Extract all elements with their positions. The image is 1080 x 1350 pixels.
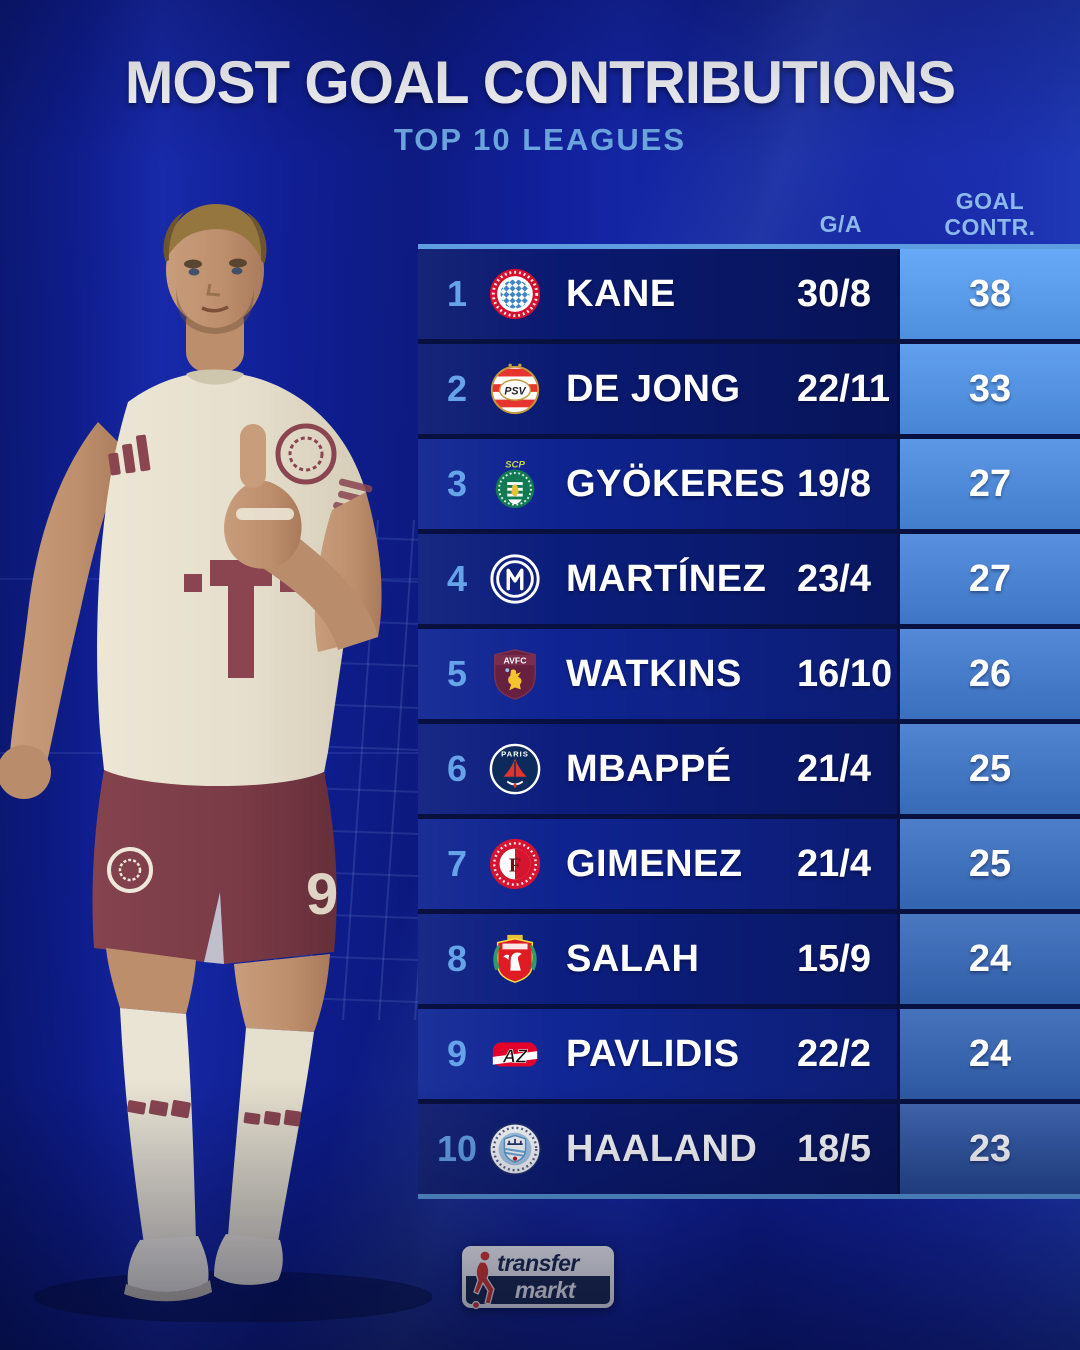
- feyenoord-badge: F: [486, 837, 544, 891]
- logo-word-transfer: transfer: [497, 1249, 579, 1276]
- rank-label: 2: [446, 368, 468, 409]
- player-name: HAALAND: [566, 1127, 758, 1170]
- ga-value: 22/11: [797, 367, 890, 410]
- table-row: 8 SALAH 15/9: [418, 914, 1080, 1004]
- aston-villa-badge: AVFC: [486, 647, 544, 701]
- az-alkmaar-badge: AZ: [486, 1027, 544, 1081]
- contr-value: 27: [900, 439, 1080, 529]
- table-row: 5 AVFC WATKINS 16/10 26: [418, 629, 1080, 719]
- svg-text:AVFC: AVFC: [504, 655, 528, 665]
- bayern-munich-badge: [486, 267, 544, 321]
- svg-text:AZ: AZ: [502, 1046, 528, 1067]
- ga-column-header: G/A: [819, 211, 862, 237]
- ga-value: 30/8: [797, 272, 871, 315]
- table-row: 9 AZ PAVLIDIS 22/2 24: [418, 1009, 1080, 1099]
- ga-value: 21/4: [797, 747, 871, 790]
- contr-header-line2: CONTR.: [944, 214, 1036, 240]
- inter-milan-badge: [486, 552, 544, 606]
- svg-text:SCP: SCP: [505, 460, 525, 471]
- table-row: 6 PARIS MBAPPÉ 21/4 25: [418, 724, 1080, 814]
- liverpool-badge: [486, 932, 544, 986]
- ranking-table: G/A GOAL CONTR. 1: [418, 186, 1080, 1199]
- rank-label: 4: [446, 558, 468, 599]
- hero-player-image: 9: [0, 204, 432, 1322]
- ga-value: 16/10: [797, 652, 893, 695]
- footballer-figure-icon: [471, 1250, 495, 1309]
- contr-value: 33: [900, 344, 1080, 434]
- contr-value: 25: [900, 724, 1080, 814]
- player-name: SALAH: [566, 937, 700, 980]
- contr-value: 24: [900, 914, 1080, 1004]
- player-name: PAVLIDIS: [566, 1032, 740, 1075]
- svg-text:PSV: PSV: [504, 385, 526, 397]
- table-rows: 1 KANE 30/8: [418, 249, 1080, 1194]
- ga-value: 21/4: [797, 842, 871, 885]
- contr-header-line1: GOAL: [955, 188, 1025, 214]
- psg-badge: PARIS: [486, 742, 544, 796]
- column-headers: G/A GOAL CONTR.: [418, 186, 1080, 244]
- page-title: MOST GOAL CONTRIBUTIONS: [124, 49, 956, 116]
- table-row: 3 SCP GYÖKERES: [418, 439, 1080, 529]
- player-name: GYÖKERES: [566, 462, 786, 505]
- rank-label: 6: [446, 748, 468, 789]
- player-name: WATKINS: [566, 652, 742, 695]
- rank-label: 10: [436, 1128, 478, 1169]
- ga-value: 18/5: [797, 1127, 871, 1170]
- ga-value: 23/4: [797, 557, 871, 600]
- contr-value: 26: [900, 629, 1080, 719]
- contr-value: 27: [900, 534, 1080, 624]
- svg-text:F: F: [509, 855, 521, 877]
- contr-value: 23: [900, 1104, 1080, 1194]
- table-row: 1 KANE 30/8: [418, 249, 1080, 339]
- transfermarkt-logo: transfer markt: [462, 1246, 614, 1309]
- contr-column-header: GOAL CONTR.: [900, 188, 1080, 240]
- player-name: DE JONG: [566, 367, 741, 410]
- player-name: MBAPPÉ: [566, 747, 732, 790]
- player-name: MARTÍNEZ: [566, 557, 767, 600]
- sporting-cp-badge: SCP: [486, 457, 544, 511]
- player-name: GIMENEZ: [566, 842, 743, 885]
- table-row: 7 F GIMENEZ 21/4 25: [418, 819, 1080, 909]
- rank-label: 7: [446, 843, 468, 884]
- manchester-city-badge: [486, 1122, 544, 1176]
- rank-label: 5: [446, 653, 468, 694]
- table-row: 2 PSV: [418, 344, 1080, 434]
- player-name: KANE: [566, 272, 676, 315]
- contr-value: 38: [900, 249, 1080, 339]
- contr-value: 25: [900, 819, 1080, 909]
- rank-label: 1: [446, 273, 468, 314]
- logo-word-markt: markt: [514, 1276, 576, 1303]
- rank-label: 3: [446, 463, 468, 504]
- table-row: 10 HAALAND 18/5: [418, 1104, 1080, 1194]
- shorts-number: 9: [306, 862, 338, 927]
- contr-value: 24: [900, 1009, 1080, 1099]
- ga-value: 22/2: [797, 1032, 871, 1075]
- page-subtitle: TOP 10 LEAGUES: [393, 122, 687, 157]
- svg-text:PARIS: PARIS: [501, 749, 529, 758]
- rank-label: 8: [446, 938, 468, 979]
- table-bottom-border: [418, 1194, 1080, 1199]
- psv-badge: PSV: [486, 362, 544, 416]
- ga-value: 15/9: [797, 937, 871, 980]
- rank-label: 9: [446, 1033, 468, 1074]
- table-row: 4 MARTÍNEZ 23/4 27: [418, 534, 1080, 624]
- ga-value: 19/8: [797, 462, 871, 505]
